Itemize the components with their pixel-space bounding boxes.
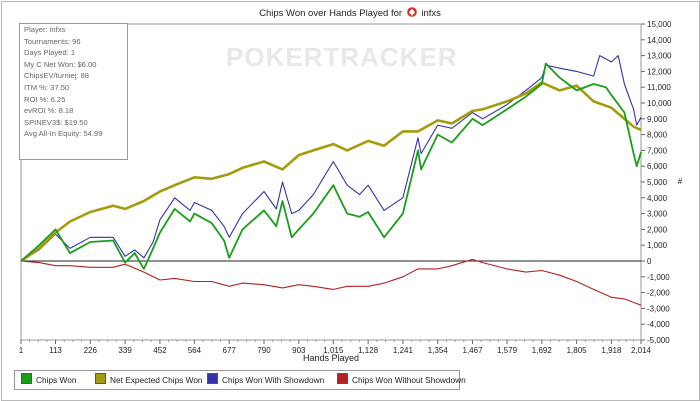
legend-label: Chips Won Without Showdown	[352, 375, 466, 385]
y-tick-label: 13,000	[647, 52, 672, 61]
y-tick-label: 5,000	[647, 178, 668, 187]
legend-label: Chips Won	[36, 375, 77, 385]
legend-item-chips-won[interactable]: Chips Won	[21, 371, 76, 389]
chart-title-player: infxs	[421, 8, 441, 19]
series-line-chips-won	[20, 62, 642, 270]
stat-days-played: Days Played: 1	[24, 48, 76, 58]
legend-label: Chips Won With Showdown	[222, 375, 325, 385]
x-tick-label: 339	[118, 346, 132, 355]
y-tick-label: -3,000	[647, 304, 670, 313]
x-tick-label: 564	[188, 346, 202, 355]
legend-item-without-showdown[interactable]: Chips Won Without Showdown	[337, 371, 466, 389]
legend-swatch	[95, 373, 106, 384]
stats-box: Player: infxs Tournaments: 96 Days Playe…	[19, 23, 128, 160]
y-tick-label: 0	[647, 257, 652, 266]
chart-title-prefix: Chips Won over Hands Played for	[259, 8, 403, 19]
y-tick-label: -1,000	[647, 273, 670, 282]
series-line-chips-won-with-showdown	[20, 55, 642, 262]
series-line-net-expected-chips-won	[20, 81, 642, 263]
legend-item-net-expected[interactable]: Net Expected Chips Won	[95, 371, 203, 389]
y-tick-label: 12,000	[647, 67, 672, 76]
legend-label: Net Expected Chips Won	[110, 375, 203, 385]
y-tick-label: 10,000	[647, 99, 672, 108]
y-tick-label: -2,000	[647, 289, 670, 298]
chart-title: Chips Won over Hands Played for infxs	[0, 7, 700, 19]
y-tick-label: 15,000	[647, 20, 672, 29]
x-tick-label: 790	[257, 346, 271, 355]
stat-tournaments: Tournaments: 96	[24, 36, 81, 46]
x-tick-label: 903	[292, 346, 306, 355]
chart-legend: Chips Won Net Expected Chips Won Chips W…	[14, 370, 466, 390]
watermark-logo: POKERTRACKER	[226, 42, 458, 72]
y-tick-label: 14,000	[647, 36, 672, 45]
y-tick-label: 2,000	[647, 225, 668, 234]
x-tick-label: 1,354	[428, 346, 449, 355]
x-tick-label: 2,014	[631, 346, 652, 355]
legend-item-with-showdown[interactable]: Chips Won With Showdown	[207, 371, 324, 389]
x-tick-label: 226	[84, 346, 98, 355]
y-tick-label: 4,000	[647, 194, 668, 203]
x-tick-label: 677	[223, 346, 237, 355]
x-tick-label: 1	[19, 346, 24, 355]
stat-spinev: SPINEV3$: $19.50	[24, 117, 88, 127]
stat-allin-equity: Avg All-In Equity: 54.99	[24, 129, 103, 139]
x-axis-label: Hands Played	[303, 353, 359, 363]
y-tick-label: -5,000	[647, 336, 670, 345]
legend-swatch	[337, 373, 348, 384]
stat-net-won: My C Net Won: $6.00	[24, 59, 97, 69]
x-tick-label: 452	[153, 346, 167, 355]
y-tick-label: 6,000	[647, 162, 668, 171]
x-tick-label: 1,467	[463, 346, 484, 355]
x-tick-label: 1,015	[323, 346, 344, 355]
y-tick-label: 8,000	[647, 131, 668, 140]
legend-swatch	[207, 373, 218, 384]
x-tick-label: 1,918	[601, 346, 622, 355]
y-tick-label: -4,000	[647, 320, 670, 329]
y-tick-label: 11,000	[647, 83, 671, 92]
x-tick-label: 1,692	[532, 346, 553, 355]
stat-player: Player: infxs	[24, 25, 66, 34]
stat-chipsev: ChipsEV/turniej: 88	[24, 71, 90, 81]
series-line-chips-won-without-showdown	[20, 258, 642, 306]
x-tick-label: 1,241	[393, 346, 414, 355]
y-tick-label: 3,000	[647, 210, 668, 219]
y-tick-label: 9,000	[647, 115, 668, 124]
x-tick-label: 113	[49, 346, 62, 355]
stat-itm: ITM %: 37.50	[24, 82, 70, 92]
y-tick-label: 1,000	[647, 241, 668, 250]
y-axis-symbol: #	[678, 177, 683, 186]
pokerstars-spade-icon	[406, 7, 417, 17]
x-tick-label: 1,128	[358, 346, 379, 355]
stat-evroi: evROI %: 8.18	[24, 106, 74, 116]
legend-swatch	[21, 373, 32, 384]
stat-roi: ROI %: 6.25	[24, 94, 66, 104]
x-tick-label: 1,805	[567, 346, 588, 355]
x-tick-label: 1,579	[497, 346, 518, 355]
y-tick-label: 7,000	[647, 146, 668, 155]
